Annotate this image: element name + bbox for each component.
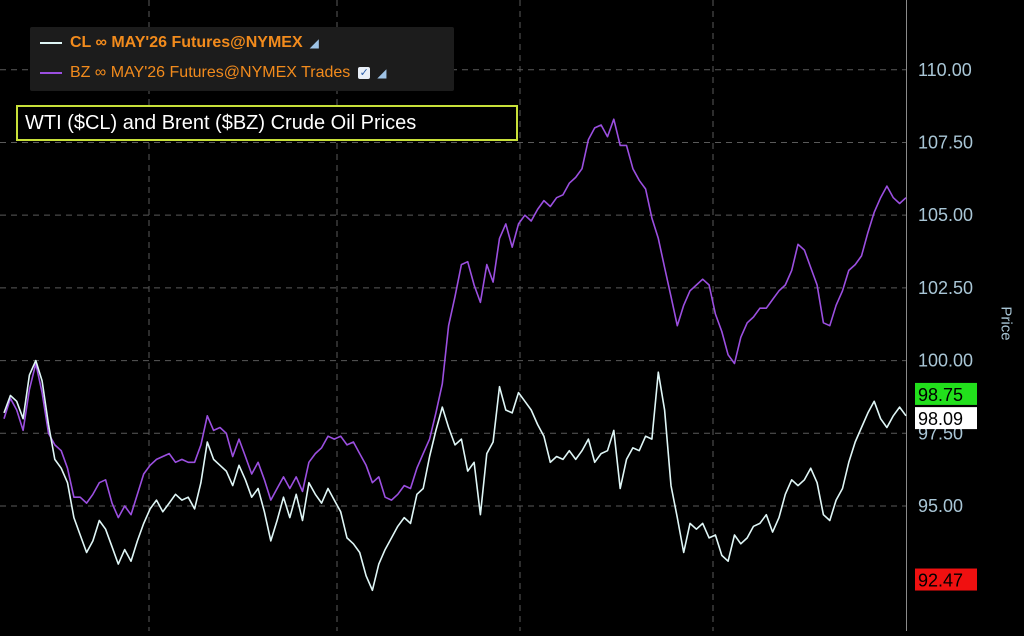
price-tag-bg [915,382,977,405]
price-tag-bg [915,407,977,430]
y-tick-label: 105.00 [918,205,973,225]
legend-label-cl: CL ∞ MAY'26 Futures@NYMEX [70,34,303,51]
price-tag: 98.75 [915,382,977,405]
price-tag-label: 98.09 [918,409,963,429]
y-tick-label: 95.00 [918,496,963,516]
series-line-bz [3,118,907,519]
y-tick-label: 102.50 [918,278,973,298]
legend-swatch-cl [40,42,62,44]
chart-title: WTI ($CL) and Brent ($BZ) Crude Oil Pric… [16,105,518,141]
legend-item-cl[interactable]: CL ∞ MAY'26 Futures@NYMEX ◢ [40,32,319,54]
y-tick-label: 110.00 [918,60,972,80]
pin-icon[interactable]: ◢ [309,36,319,50]
legend-item-bz[interactable]: BZ ∞ MAY'26 Futures@NYMEX Trades ✓ ◢ [40,62,387,84]
y-axis-label: Price [997,306,1015,341]
pin-icon[interactable]: ◢ [377,66,387,80]
price-tag-label: 98.75 [918,385,963,405]
price-tag: 92.47 [915,568,977,591]
y-tick-label: 107.50 [918,132,973,152]
price-tag-label: 92.47 [918,571,963,591]
series-line-cl [3,359,907,592]
price-tag: 98.09 [915,407,977,430]
legend-swatch-bz [40,72,62,74]
legend-label-bz: BZ ∞ MAY'26 Futures@NYMEX Trades [70,64,351,81]
y-tick-label: 100.00 [918,351,973,371]
checkbox-icon[interactable]: ✓ [358,67,371,79]
price-tag-bg [915,568,977,591]
legend[interactable]: CL ∞ MAY'26 Futures@NYMEX ◢ BZ ∞ MAY'26 … [30,27,454,91]
